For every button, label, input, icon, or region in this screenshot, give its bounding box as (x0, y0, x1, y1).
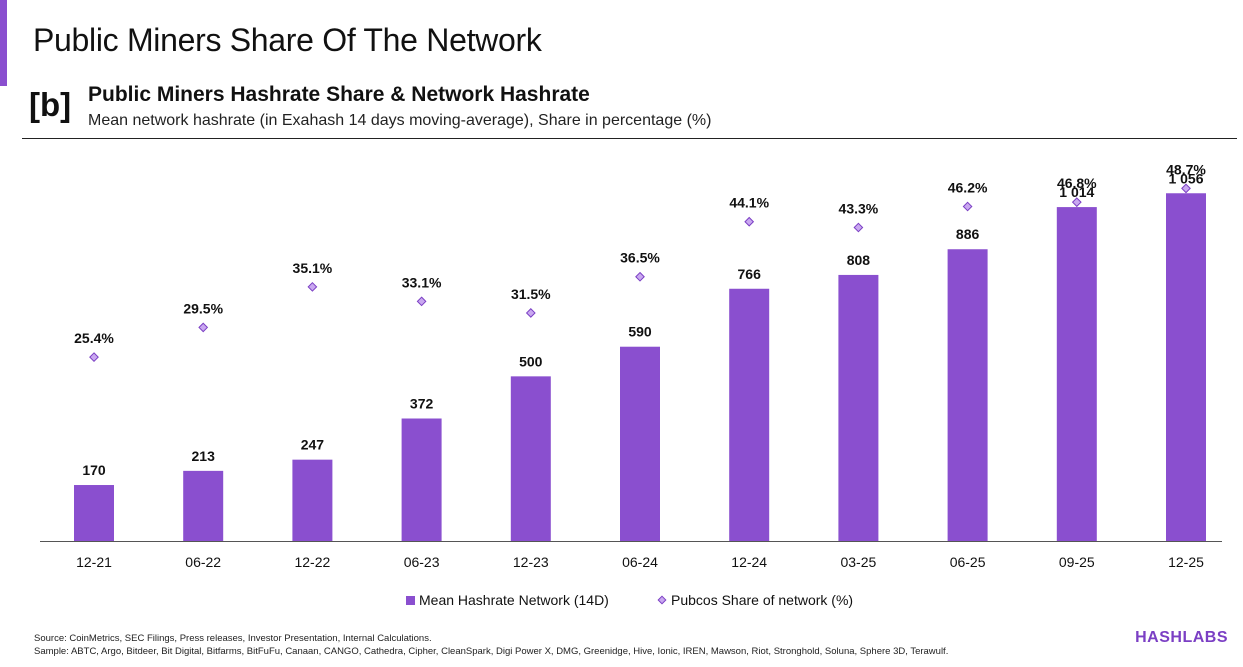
share-label: 46.2% (948, 180, 988, 196)
hashrate-bar (1166, 193, 1206, 541)
panel-tag: [b] (29, 86, 72, 123)
share-label: 29.5% (183, 300, 223, 316)
bar-value-label: 886 (956, 226, 980, 242)
share-label: 48.7% (1166, 161, 1206, 177)
bar-value-label: 808 (847, 252, 871, 268)
share-label: 43.3% (839, 201, 879, 217)
x-tick-label: 03-25 (840, 554, 876, 570)
page-title: Public Miners Share Of The Network (33, 22, 542, 58)
share-label: 35.1% (293, 260, 333, 276)
x-tick-label: 06-22 (185, 554, 221, 570)
hashrate-bar (292, 459, 333, 541)
hashrate-bar (620, 346, 660, 541)
share-marker (525, 308, 536, 318)
x-tick-label: 06-25 (950, 554, 986, 570)
legend-marker-swatch (657, 595, 667, 605)
x-tick-label: 12-25 (1168, 554, 1204, 570)
share-marker (853, 222, 864, 233)
x-tick-label: 12-24 (731, 554, 767, 570)
share-marker (962, 201, 973, 212)
share-marker (744, 216, 755, 227)
hashrate-bar (729, 288, 770, 541)
share-marker (89, 352, 99, 363)
share-marker (635, 271, 645, 282)
chart-title: Public Miners Hashrate Share & Network H… (88, 83, 590, 106)
share-marker (1071, 197, 1082, 208)
hashrate-bar (947, 249, 988, 541)
bar-value-label: 213 (192, 448, 216, 464)
title-divider (22, 138, 1237, 139)
share-marker (416, 296, 427, 307)
share-marker (307, 281, 318, 292)
legend-bar-swatch (406, 596, 415, 605)
share-label: 31.5% (511, 286, 551, 302)
hashrate-bar (510, 376, 551, 541)
bar-value-label: 372 (410, 396, 434, 412)
x-tick-label: 06-24 (622, 554, 658, 570)
bar-value-label: 500 (519, 353, 543, 369)
share-label: 46.8% (1057, 175, 1097, 191)
bar-value-label: 170 (82, 462, 106, 478)
hashrate-bar (183, 470, 224, 541)
sample-footnote: Sample: ABTC, Argo, Bitdeer, Bit Digital… (34, 646, 949, 657)
share-label: 33.1% (402, 274, 442, 290)
hashrate-bar (401, 418, 442, 541)
x-tick-label: 06-23 (404, 554, 440, 570)
share-marker (1181, 183, 1191, 194)
hashrate-bar (838, 274, 879, 541)
source-footnote: Source: CoinMetrics, SEC Filings, Press … (34, 633, 432, 644)
accent-bar (0, 0, 7, 86)
bar-value-label: 1 056 (1168, 170, 1203, 186)
x-tick-label: 12-23 (513, 554, 549, 570)
share-marker (198, 322, 209, 333)
bar-value-label: 766 (738, 266, 762, 282)
hashrate-bar (1056, 207, 1097, 542)
hashrate-bar (74, 485, 114, 541)
x-tick-label: 09-25 (1059, 554, 1095, 570)
share-label: 44.1% (729, 195, 769, 211)
bar-value-label: 1 014 (1059, 184, 1094, 200)
legend-marker-label: Pubcos Share of network (%) (671, 592, 853, 608)
share-label: 25.4% (74, 330, 114, 346)
bar-value-label: 247 (301, 437, 325, 453)
x-tick-label: 12-21 (76, 554, 112, 570)
chart-subtitle: Mean network hashrate (in Exahash 14 day… (88, 112, 712, 129)
x-tick-label: 12-22 (294, 554, 330, 570)
legend-bar-label: Mean Hashrate Network (14D) (419, 592, 609, 608)
brand-logo: HASHLABS (1135, 629, 1228, 646)
share-label: 36.5% (620, 250, 660, 266)
bar-value-label: 590 (628, 324, 652, 340)
